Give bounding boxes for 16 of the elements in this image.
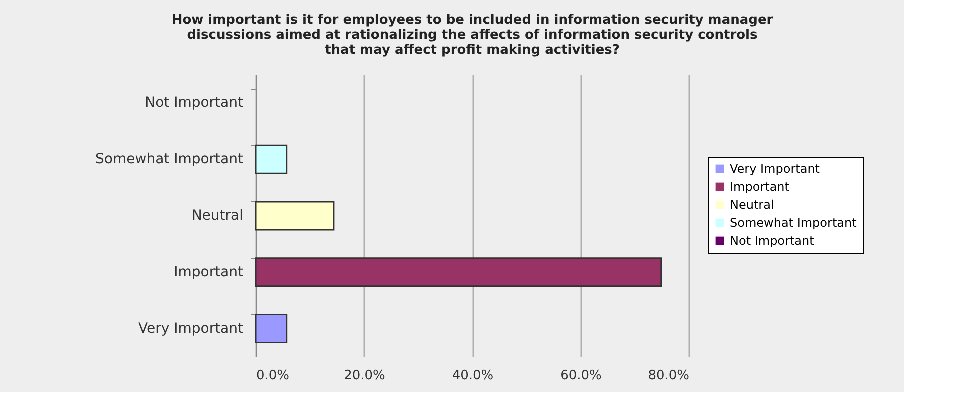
x-tick-label: 80.0%: [648, 368, 690, 384]
legend-label: Somewhat Important: [730, 216, 858, 230]
y-tick-label: Very Important: [138, 320, 244, 337]
legend-label: Not Important: [730, 234, 815, 248]
x-tick-label: 20.0%: [344, 368, 386, 384]
y-tick-label: Important: [174, 264, 244, 280]
chart-title: How important is it for employees to be included in information security manager discussions aimed at rationalizing the affects of information security controls that may affect profit making activities?: [172, 13, 774, 58]
x-tick-label: 60.0%: [560, 368, 602, 384]
legend-label: Very Important: [730, 162, 820, 176]
y-tick-label: Not Important: [145, 95, 244, 112]
y-tick-label: Somewhat Important: [96, 152, 244, 168]
x-tick-label: 40.0%: [452, 368, 494, 384]
y-tick-label: Neutral: [192, 208, 244, 224]
x-tick-label: 0.0%: [256, 368, 290, 384]
legend-label: Important: [730, 180, 790, 194]
legend-label: Neutral: [730, 198, 774, 212]
